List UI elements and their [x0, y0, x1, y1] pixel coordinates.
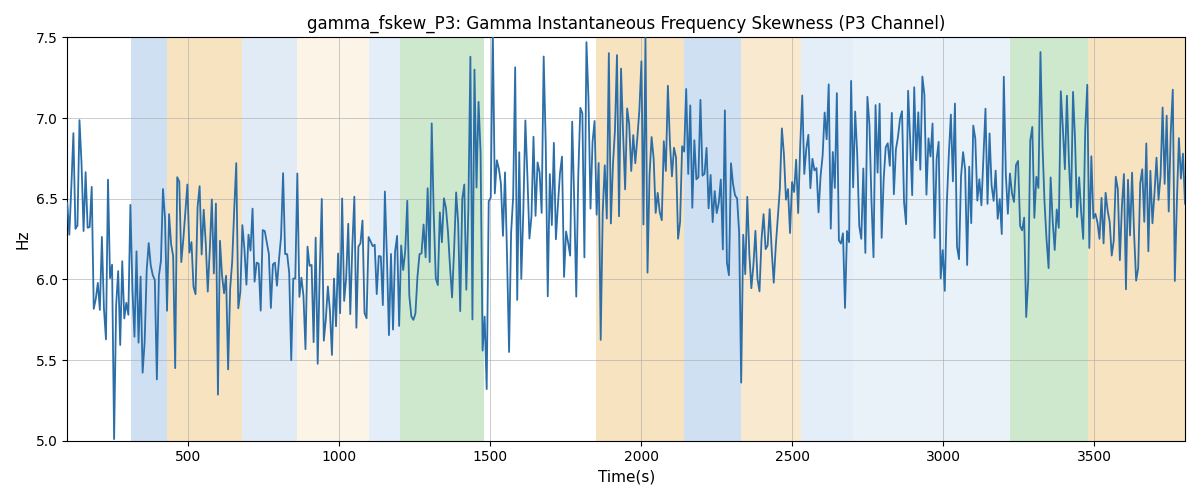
Bar [1009, 38, 1088, 440]
Y-axis label: Hz: Hz [16, 230, 30, 249]
Bar [853, 38, 1009, 440]
Bar [802, 38, 853, 440]
Bar [684, 38, 740, 440]
Title: gamma_fskew_P3: Gamma Instantaneous Frequency Skewness (P3 Channel): gamma_fskew_P3: Gamma Instantaneous Freq… [307, 15, 946, 34]
Bar [596, 38, 684, 440]
Bar [740, 38, 802, 440]
Bar [167, 38, 242, 440]
Bar [400, 38, 484, 440]
Bar [296, 38, 370, 440]
Bar [131, 38, 167, 440]
Bar [242, 38, 296, 440]
Bar [370, 38, 400, 440]
Bar [1088, 38, 1186, 440]
X-axis label: Time(s): Time(s) [598, 470, 655, 485]
